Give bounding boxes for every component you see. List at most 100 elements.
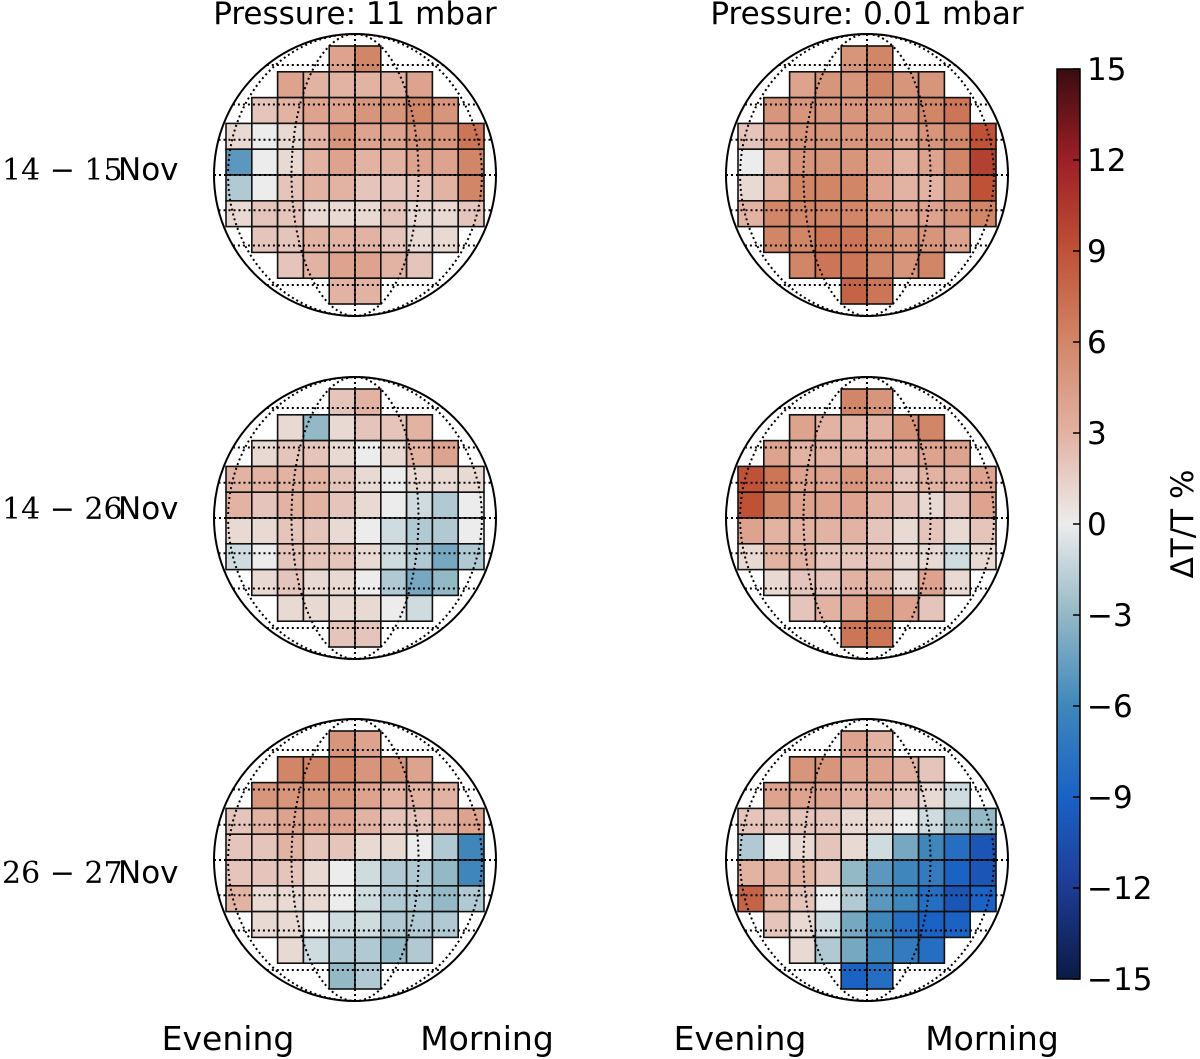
cell [969,884,997,913]
cell [405,833,434,861]
cell [276,71,305,99]
cell [814,542,843,571]
cell [866,45,894,73]
cell [814,465,843,493]
cell [354,277,382,305]
cell [302,568,330,597]
cell [866,174,894,202]
cell [814,517,843,545]
cell [814,781,843,810]
cell [891,413,920,442]
column-title-11mbar: Pressure: 11 mbar [213,0,497,32]
footer-morning-left: Morning [420,1019,554,1058]
cell [354,96,382,125]
cell [354,936,382,965]
cell [814,884,843,913]
cell [840,755,868,784]
cell [917,251,946,279]
cell [891,174,920,202]
cell [457,542,485,571]
cell [225,200,253,228]
cell [866,491,894,519]
cell [891,910,920,939]
cell [379,200,408,228]
cell [943,807,972,836]
cell [276,148,305,176]
cell [328,465,356,493]
cell [814,807,843,836]
cell [328,936,356,965]
cell [917,174,946,202]
colorbar-tick-label: 9 [1087,234,1107,270]
cell [302,542,330,571]
cell [866,620,894,648]
cell [814,859,843,887]
cell [302,439,330,468]
cell [328,755,356,784]
cell [431,910,459,939]
cell [891,200,920,228]
cell [328,620,356,648]
cell [917,413,946,442]
cell [891,71,920,99]
cell [814,491,843,519]
cell [328,594,356,623]
cell [866,781,894,810]
cell [379,174,408,202]
cell [431,807,459,836]
cell [302,910,330,939]
panel-r1-c2 [725,33,1009,317]
cell [405,491,434,519]
cell [276,122,305,151]
cell [840,251,868,279]
cell [251,148,279,176]
cell [866,910,894,939]
cell [302,491,330,519]
cell [276,413,305,442]
cell [814,200,843,228]
cell [814,71,843,99]
cell [737,174,765,202]
cell [788,174,817,202]
cell [737,122,765,151]
cell [788,71,817,99]
cell [788,225,817,254]
cell [917,859,946,887]
cell [354,833,382,861]
cell [225,833,253,861]
cell [379,71,408,99]
colorbar-tick-label: −12 [1087,871,1152,907]
cell [866,936,894,965]
cell [379,517,408,545]
cell [814,148,843,176]
cell [302,781,330,810]
cell [891,859,920,887]
cell [943,225,972,254]
cell [405,807,434,836]
cell [840,71,868,99]
cell [251,122,279,151]
cell [840,962,868,990]
cell [762,781,791,810]
cell [302,96,330,125]
cell [276,859,305,887]
cell [866,568,894,597]
cell [840,568,868,597]
row-label-3-nov: Nov [118,855,179,891]
cell [354,251,382,279]
cell [379,859,408,887]
cell [379,568,408,597]
cell [891,568,920,597]
cell [251,910,279,939]
cell [328,833,356,861]
cell [891,884,920,913]
cell [840,859,868,887]
cell [251,833,279,861]
cell [302,413,330,442]
cell [328,568,356,597]
cell [354,388,382,416]
cell [302,833,330,861]
cell [891,225,920,254]
cell [814,568,843,597]
cell [431,542,459,571]
